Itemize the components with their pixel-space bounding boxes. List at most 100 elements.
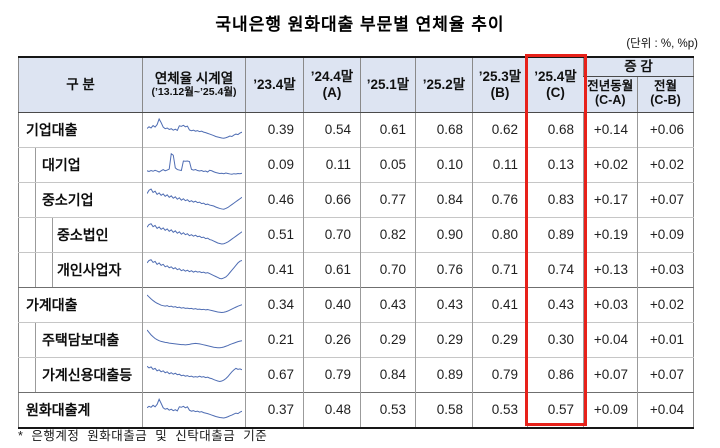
value-cell: +0.13 xyxy=(583,251,638,288)
value-cell: +0.09 xyxy=(583,391,638,428)
value-cell: +0.02 xyxy=(637,146,694,183)
value-cell: +0.04 xyxy=(637,391,694,428)
value-cell: +0.06 xyxy=(637,112,694,148)
row-label-text: 대기업 xyxy=(42,156,81,173)
value-cell: 0.79 xyxy=(472,356,528,393)
hierarchy-guide-line xyxy=(35,323,36,357)
header-category: 구 분 xyxy=(18,57,143,113)
value-cell: 0.43 xyxy=(415,286,473,323)
value-cell: 0.70 xyxy=(360,251,416,288)
sparkline-chart xyxy=(142,216,246,253)
footnote: * 은행계정 원화대출금 및 신탁대출금 기준 xyxy=(18,429,268,443)
sparkline-chart xyxy=(142,286,246,323)
unit-note: (단위 : %, %p) xyxy=(626,38,698,50)
row-label-text: 가계신용대출등 xyxy=(42,366,133,383)
row-label-text: 중소법인 xyxy=(57,226,109,243)
row-label: 가계신용대출등 xyxy=(18,356,143,393)
value-cell: 0.84 xyxy=(415,181,473,218)
value-cell: +0.19 xyxy=(583,216,638,253)
row-label-text: 기업대출 xyxy=(26,121,78,138)
table-row: 중소법인 0.51 0.70 0.82 0.90 0.80 0.89 +0.19 +0.09 xyxy=(18,216,694,253)
row-label-text: 원화대출계 xyxy=(26,401,91,418)
header-23-4-end: ’23.4말 xyxy=(245,57,304,113)
value-cell: +0.07 xyxy=(637,356,694,393)
value-cell: 0.41 xyxy=(245,251,304,288)
row-label: 중소법인 xyxy=(18,216,143,253)
value-cell: 0.51 xyxy=(245,216,304,253)
value-cell: 0.39 xyxy=(245,112,304,148)
hierarchy-guide-line xyxy=(35,148,36,182)
header-25-4-line2: (C) xyxy=(546,84,565,100)
table-area: 구 분 연체율 시계열 (’13.12월~’25.4월) ’23.4말 ’24.… xyxy=(18,54,698,429)
row-label-text: 가계대출 xyxy=(26,296,78,313)
table-body: 기업대출 0.39 0.54 0.61 0.68 0.62 0.68 +0.14 +0.06 대기… xyxy=(18,112,694,428)
delinquency-table: 구 분 연체율 시계열 (’13.12월~’25.4월) ’23.4말 ’24.… xyxy=(18,56,694,429)
value-cell: +0.03 xyxy=(583,286,638,323)
value-cell: 0.43 xyxy=(527,286,584,323)
value-cell: 0.71 xyxy=(472,251,528,288)
header-25-3-line2: (B) xyxy=(490,84,510,100)
value-cell: 0.76 xyxy=(415,251,473,288)
header-25-3-line1: ’25.3말 xyxy=(478,69,522,85)
sparkline-chart xyxy=(142,391,246,428)
value-cell: 0.57 xyxy=(527,391,584,428)
value-cell: 0.53 xyxy=(472,391,528,428)
value-cell: +0.14 xyxy=(583,112,638,148)
header-yoy-line2: (C-A) xyxy=(594,93,626,108)
header-25-2-end: ’25.2말 xyxy=(415,57,473,113)
value-cell: 0.79 xyxy=(303,356,361,393)
value-cell: 0.68 xyxy=(527,112,584,148)
value-cell: 0.53 xyxy=(360,391,416,428)
header-24-4-line2: (A) xyxy=(322,84,342,100)
value-cell: 0.61 xyxy=(360,112,416,148)
header-25-4-end: ’25.4말 (C) xyxy=(527,57,584,113)
value-cell: 0.37 xyxy=(245,391,304,428)
value-cell: 0.21 xyxy=(245,321,304,358)
hierarchy-guide-line xyxy=(52,253,53,287)
value-cell: 0.10 xyxy=(415,146,473,183)
value-cell: 0.29 xyxy=(472,321,528,358)
value-cell: 0.70 xyxy=(303,216,361,253)
header-mom-change: 전월 (C-B) xyxy=(637,75,694,113)
header-25-4-line1: ’25.4말 xyxy=(534,69,577,85)
value-cell: +0.02 xyxy=(637,286,694,323)
value-cell: +0.07 xyxy=(637,181,694,218)
value-cell: 0.41 xyxy=(472,286,528,323)
hierarchy-guide-line xyxy=(35,253,36,287)
value-cell: 0.11 xyxy=(472,146,528,183)
value-cell: 0.58 xyxy=(415,391,473,428)
value-cell: 0.26 xyxy=(303,321,361,358)
value-cell: 0.11 xyxy=(303,146,361,183)
value-cell: +0.02 xyxy=(583,146,638,183)
value-cell: +0.04 xyxy=(583,321,638,358)
value-cell: +0.03 xyxy=(637,251,694,288)
table-row: 대기업 0.09 0.11 0.05 0.10 0.11 0.13 +0.02 +0.02 xyxy=(18,146,694,183)
value-cell: 0.34 xyxy=(245,286,304,323)
hierarchy-guide-line xyxy=(52,218,53,252)
value-cell: 0.68 xyxy=(415,112,473,148)
value-cell: 0.13 xyxy=(527,146,584,183)
header-25-1-end: ’25.1말 xyxy=(360,57,416,113)
row-label: 중소기업 xyxy=(18,181,143,218)
value-cell: 0.40 xyxy=(303,286,361,323)
row-label: 대기업 xyxy=(18,146,143,183)
sparkline-chart xyxy=(142,251,246,288)
value-cell: +0.07 xyxy=(583,356,638,393)
value-cell: 0.80 xyxy=(472,216,528,253)
hierarchy-guide-line xyxy=(35,183,36,217)
value-cell: 0.09 xyxy=(245,146,304,183)
value-cell: 0.86 xyxy=(527,356,584,393)
row-label-text: 개인사업자 xyxy=(57,261,122,278)
hierarchy-guide-line xyxy=(35,218,36,252)
value-cell: 0.62 xyxy=(472,112,528,148)
value-cell: +0.17 xyxy=(583,181,638,218)
sparkline-chart xyxy=(142,112,246,148)
value-cell: 0.43 xyxy=(360,286,416,323)
value-cell: 0.29 xyxy=(415,321,473,358)
page-title: 국내은행 원화대출 부문별 연체율 추이 xyxy=(215,15,505,34)
row-label-text: 중소기업 xyxy=(42,191,94,208)
value-cell: 0.83 xyxy=(527,181,584,218)
header-yoy-line1: 전년동월 xyxy=(587,79,634,94)
hierarchy-guide-line xyxy=(35,358,36,392)
value-cell: 0.90 xyxy=(415,216,473,253)
